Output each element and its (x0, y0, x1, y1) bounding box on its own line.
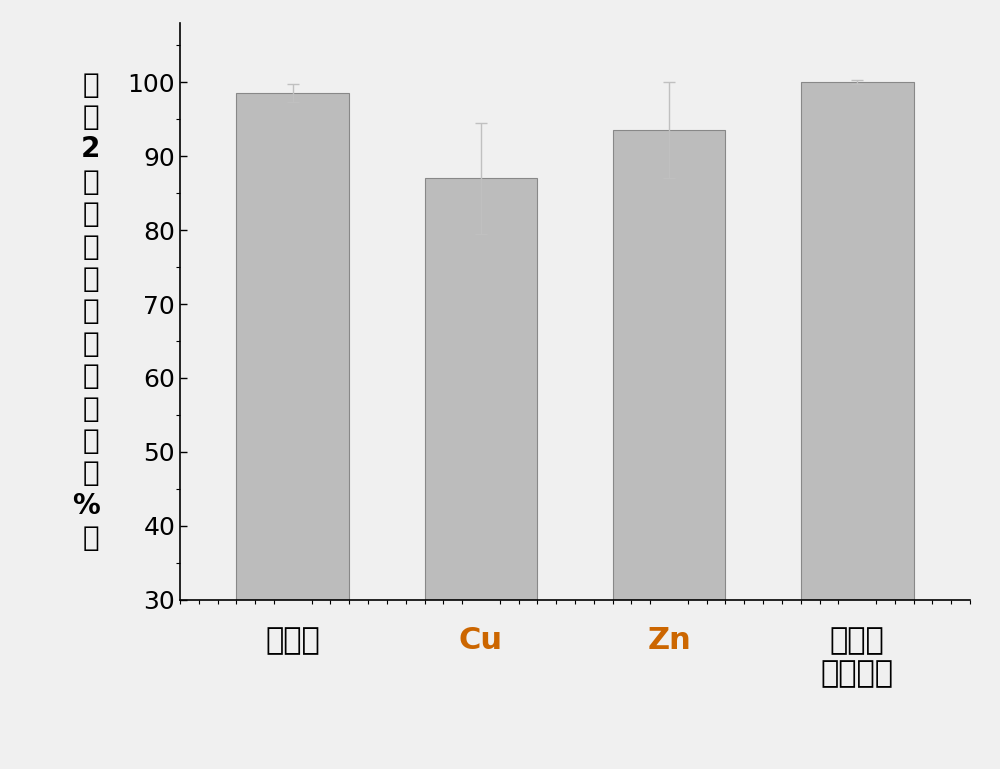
Text: 四环素
抗性基因: 四环素 抗性基因 (821, 626, 894, 688)
Text: Cu: Cu (459, 626, 503, 654)
Bar (236, 93, 349, 600)
Text: 四环素: 四环素 (265, 626, 320, 654)
Bar (801, 82, 914, 600)
Bar (425, 178, 537, 600)
Y-axis label: 洗
脱
2
次
后
各
污
染
物
去
除
率
（
%
）: 洗 脱 2 次 后 各 污 染 物 去 除 率 （ % ） (72, 71, 100, 552)
Bar (613, 130, 725, 600)
Text: Zn: Zn (647, 626, 691, 654)
